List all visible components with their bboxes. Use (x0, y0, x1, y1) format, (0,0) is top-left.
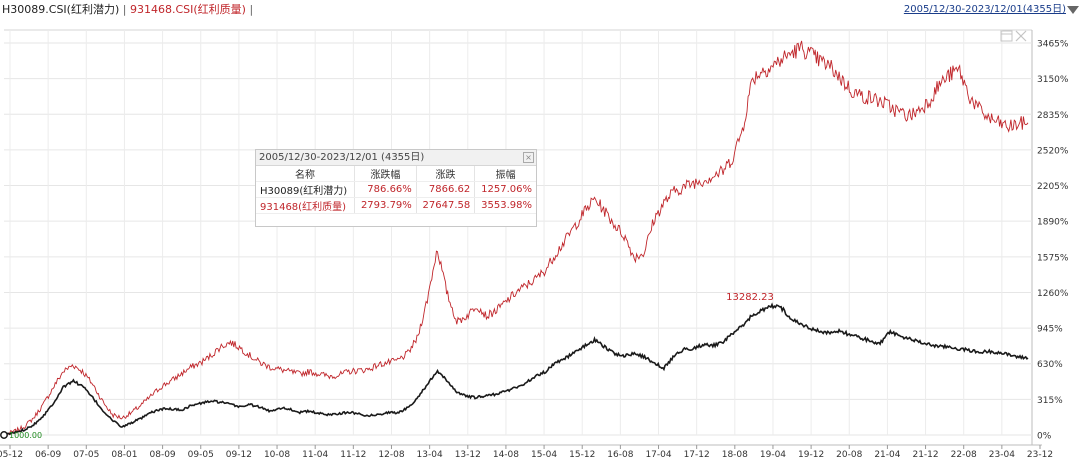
y-tick-label: 2205% (1037, 182, 1069, 192)
row-pct-change: 786.66% (354, 181, 417, 198)
period-stats-tooltip: 2005/12/30-2023/12/01 (4355日) × 名称 涨跌幅 涨… (255, 149, 537, 227)
y-tick-label: 3465% (1037, 40, 1069, 50)
x-tick-label: 15-04 (531, 450, 557, 459)
y-tick-label: 630% (1037, 360, 1063, 370)
x-tick-label: 11-12 (340, 450, 366, 459)
row-change: 27647.58 (416, 197, 476, 214)
y-axis: 0% 315% 630% 945% 1260% 1575% 1890% 2205% 2520% 2… (1037, 40, 1069, 442)
row-amplitude: 1257.06% (474, 181, 536, 198)
x-tick-label: 09-12 (226, 450, 252, 459)
col-header-name: 名称 (256, 166, 356, 182)
table-row: H30089(红利潜力) 786.66% 7866.62 1257.06% (256, 181, 536, 198)
series1-legend-label[interactable]: H30089.CSI(红利潜力) (2, 3, 120, 16)
y-tick-label: 1575% (1037, 253, 1069, 263)
x-tick-label: 11-04 (302, 450, 328, 459)
series1-line (3, 302, 1029, 436)
y-tick-label: 1260% (1037, 289, 1069, 299)
table-row: 931468(红利质量) 2793.79% 27647.58 3553.98% (256, 197, 536, 214)
y-tick-label: 0% (1037, 432, 1052, 442)
max-value-label: 13282.23 (726, 292, 774, 303)
x-tick-label: 20-08 (836, 450, 862, 459)
close-icon[interactable]: × (523, 152, 534, 163)
x-tick-label: 17-12 (684, 450, 710, 459)
x-axis: 05-12 06-09 07-05 08-01 08-09 09-05 09-12 10-08… (0, 445, 1053, 459)
legend-separator: | (119, 3, 130, 16)
x-tick-label: 07-05 (73, 450, 99, 459)
row-name: H30089(红利潜力) (256, 181, 356, 198)
x-tick-label: 06-09 (35, 450, 61, 459)
row-name: 931468(红利质量) (256, 197, 356, 214)
x-tick-label: 17-04 (645, 450, 671, 459)
row-amplitude: 3553.98% (474, 197, 536, 214)
series2-line (3, 40, 1029, 436)
x-tick-label: 08-09 (150, 450, 176, 459)
table-header-row: 名称 涨跌幅 涨跌 振幅 (256, 166, 536, 182)
col-header-change: 涨跌 (416, 166, 476, 182)
date-range-link[interactable]: 2005/12/30-2023/12/01(4355日) (903, 4, 1066, 15)
x-tick-label: 05-12 (0, 450, 23, 459)
tooltip-title: 2005/12/30-2023/12/01 (4355日) (259, 152, 425, 163)
row-change: 7866.62 (416, 181, 476, 198)
series2-legend-label[interactable]: 931468.CSI(红利质量) (129, 3, 246, 16)
chart-header: H30089.CSI(红利潜力) | 931468.CSI(红利质量) | 20… (0, 0, 1080, 20)
x-tick-label: 12-08 (378, 450, 404, 459)
x-tick-label: 08-01 (111, 450, 137, 459)
chevron-down-icon[interactable] (1067, 6, 1079, 14)
x-tick-label: 22-08 (951, 450, 977, 459)
y-tick-label: 945% (1037, 325, 1063, 335)
y-tick-label: 315% (1037, 396, 1063, 406)
series-legend: H30089.CSI(红利潜力) | 931468.CSI(红利质量) | (2, 0, 253, 20)
x-tick-label: 23-04 (989, 450, 1015, 459)
legend-trailing-separator: | (245, 3, 254, 16)
tooltip-header: 2005/12/30-2023/12/01 (4355日) × (256, 150, 536, 166)
x-tick-label: 21-12 (912, 450, 938, 459)
y-tick-label: 3150% (1037, 75, 1069, 85)
start-point (0, 431, 8, 439)
x-tick-label: 19-12 (798, 450, 824, 459)
restore-icon (1000, 30, 1013, 42)
stats-table: 名称 涨跌幅 涨跌 振幅 H30089(红利潜力) 786.66% 7866.6… (256, 166, 536, 214)
x-tick-label: 18-08 (722, 450, 748, 459)
x-tick-label: 23-12 (1027, 450, 1053, 459)
x-tick-label: 14-08 (493, 450, 519, 459)
y-tick-label: 2835% (1037, 111, 1069, 121)
x-tick-label: 21-04 (874, 450, 900, 459)
x-tick-label: 09-05 (188, 450, 214, 459)
col-header-pct-change: 涨跌幅 (354, 166, 417, 182)
x-tick-label: 10-08 (264, 450, 290, 459)
x-tick-label: 15-12 (569, 450, 595, 459)
start-marker: 1000.00 (0, 431, 42, 440)
chart-grid (0, 29, 1042, 446)
close-icon (1015, 30, 1027, 42)
start-value-label: 1000.00 (9, 431, 42, 440)
x-tick-label: 16-08 (607, 450, 633, 459)
y-tick-label: 2520% (1037, 146, 1069, 156)
x-tick-label: 13-04 (417, 450, 443, 459)
x-tick-label: 13-12 (455, 450, 481, 459)
row-pct-change: 2793.79% (354, 197, 417, 214)
col-header-amplitude: 振幅 (474, 166, 536, 182)
x-tick-label: 19-04 (760, 450, 786, 459)
y-tick-label: 1890% (1037, 218, 1069, 228)
